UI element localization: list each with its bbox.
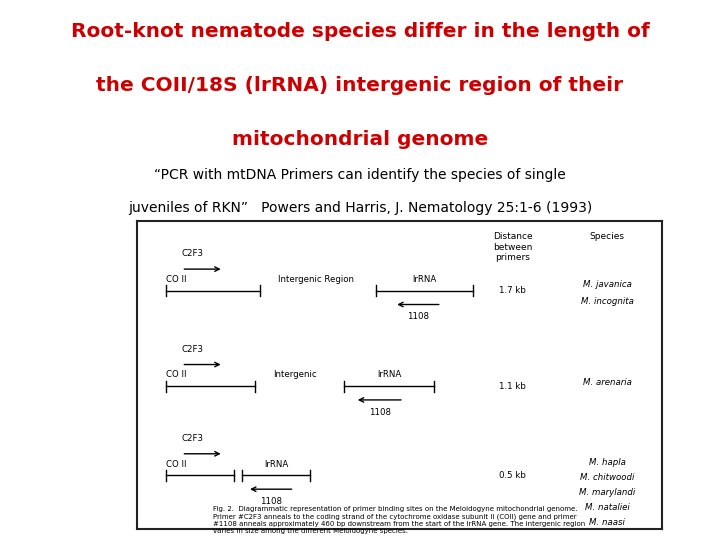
Text: lrRNA: lrRNA <box>377 370 401 379</box>
Text: Intergenic Region: Intergenic Region <box>277 275 354 284</box>
Text: Intergenic: Intergenic <box>273 370 316 379</box>
Text: 0.5 kb: 0.5 kb <box>499 471 526 480</box>
Text: mitochondrial genome: mitochondrial genome <box>232 130 488 148</box>
Text: 1108: 1108 <box>369 408 391 417</box>
Text: CO II: CO II <box>166 460 186 469</box>
Text: 1108: 1108 <box>260 497 282 506</box>
Text: Root-knot nematode species differ in the length of: Root-knot nematode species differ in the… <box>71 22 649 40</box>
Text: M. incognita: M. incognita <box>581 297 634 306</box>
Text: M. chitwoodi: M. chitwoodi <box>580 473 634 482</box>
Text: M. nataliei: M. nataliei <box>585 503 629 512</box>
Text: M. naasi: M. naasi <box>589 517 625 526</box>
Text: Fig. 2.  Diagrammatic representation of primer binding sites on the Meloidogyne : Fig. 2. Diagrammatic representation of p… <box>213 506 586 534</box>
Text: the COII/18S (lrRNA) intergenic region of their: the COII/18S (lrRNA) intergenic region o… <box>96 76 624 94</box>
Text: 1.1 kb: 1.1 kb <box>499 382 526 390</box>
Text: 1.7 kb: 1.7 kb <box>499 286 526 295</box>
Text: 1108: 1108 <box>407 312 429 321</box>
Text: CO II: CO II <box>166 370 186 379</box>
Text: C2F3: C2F3 <box>181 434 204 443</box>
Text: M. hapla: M. hapla <box>589 458 626 468</box>
Text: M. arenaria: M. arenaria <box>582 379 631 387</box>
Text: Distance
between
primers: Distance between primers <box>492 232 532 262</box>
Text: lrRNA: lrRNA <box>413 275 437 284</box>
Text: CO II: CO II <box>166 275 186 284</box>
Text: C2F3: C2F3 <box>181 345 204 354</box>
Text: C2F3: C2F3 <box>181 249 204 258</box>
Text: “PCR with mtDNA Primers can identify the species of single: “PCR with mtDNA Primers can identify the… <box>154 168 566 183</box>
Text: Species: Species <box>590 232 625 241</box>
Text: juveniles of RKN”   Powers and Harris, J. Nematology 25:1-6 (1993): juveniles of RKN” Powers and Harris, J. … <box>128 201 592 215</box>
Text: lrRNA: lrRNA <box>264 460 288 469</box>
Text: M. marylandi: M. marylandi <box>579 488 635 497</box>
Text: M. javanica: M. javanica <box>582 280 631 289</box>
